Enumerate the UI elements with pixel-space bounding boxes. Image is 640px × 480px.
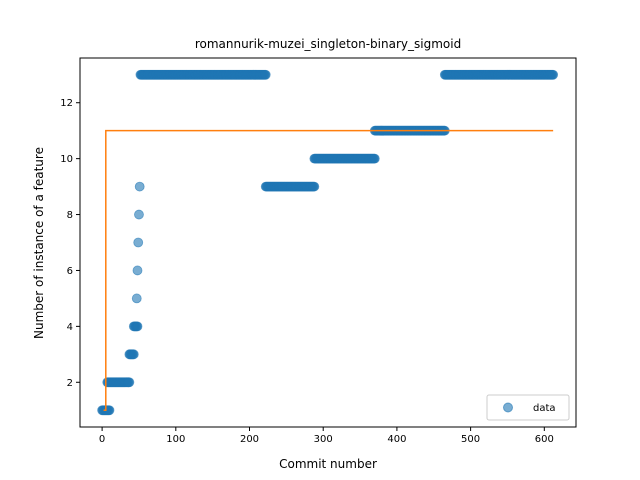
legend-marker-data <box>503 402 513 413</box>
data-point <box>134 209 144 220</box>
x-tick-label: 200 <box>240 434 259 445</box>
axes-frame <box>79 57 577 428</box>
data-point <box>309 181 320 192</box>
legend-label-data: data <box>533 403 556 414</box>
x-tick-label: 400 <box>387 434 406 445</box>
data-point <box>124 377 135 388</box>
x-tick-label: 0 <box>99 434 105 445</box>
y-tick-label: 6 <box>67 266 73 277</box>
x-tick-label: 500 <box>461 434 480 445</box>
data-point <box>131 293 142 304</box>
x-axis-label: Commit number <box>279 457 377 471</box>
fit-line-series <box>103 129 554 411</box>
ticks: 0 100 200 300 400 500 600 2 4 6 8 10 12 <box>60 98 554 445</box>
data-point <box>134 181 145 192</box>
x-tick-label: 300 <box>314 434 333 445</box>
data-point <box>369 153 380 164</box>
fit-line <box>103 129 554 411</box>
y-tick-label: 8 <box>67 210 73 221</box>
y-tick-label: 12 <box>60 98 73 109</box>
axes <box>79 57 577 428</box>
legend-frame <box>486 394 570 421</box>
y-tick-label: 10 <box>60 154 73 165</box>
x-tick-label: 600 <box>535 434 554 445</box>
y-axis-label: Number of instance of a feature <box>32 147 46 339</box>
data-point <box>260 69 271 80</box>
x-tick-label: 100 <box>166 434 185 445</box>
data-point <box>128 349 139 360</box>
y-tick-label: 4 <box>67 322 73 333</box>
data-point <box>133 237 144 248</box>
scatter-series <box>97 69 559 416</box>
chart-title: romannurik-muzei_singleton-binary_sigmoi… <box>195 37 461 51</box>
y-tick-label: 2 <box>67 378 73 389</box>
data-point <box>132 321 143 332</box>
data-point <box>132 265 143 276</box>
data-point <box>548 69 559 80</box>
legend: data <box>486 394 570 421</box>
